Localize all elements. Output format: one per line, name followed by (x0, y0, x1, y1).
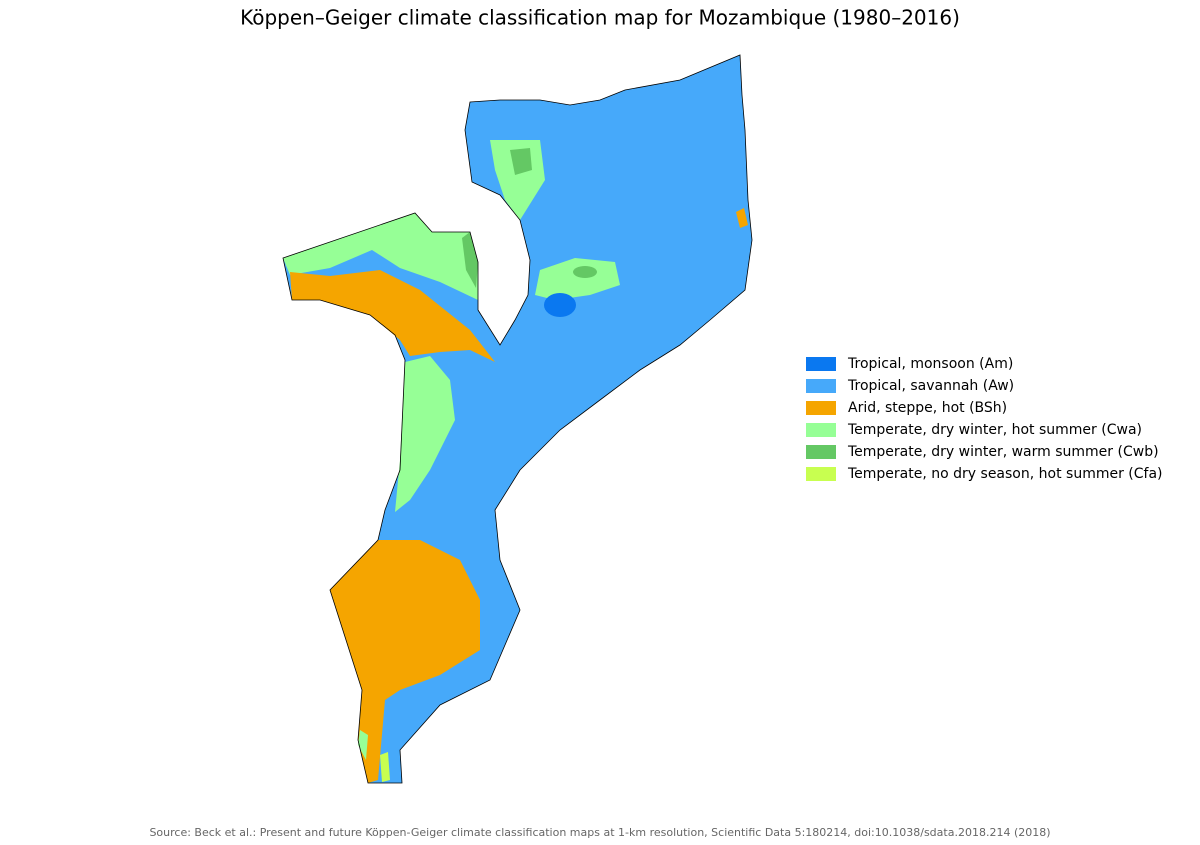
region-cwa (283, 213, 478, 300)
legend-swatch (806, 423, 836, 437)
legend-swatch (806, 401, 836, 415)
border (282, 54, 753, 784)
region-bsh (290, 270, 495, 362)
legend-label: Tropical, savannah (Aw) (847, 378, 1014, 394)
legend-label: Temperate, no dry season, hot summer (Cf… (847, 466, 1163, 482)
region-cwa (535, 258, 620, 300)
region-cwa (395, 356, 455, 512)
legend-label: Temperate, dry winter, warm summer (Cwb) (847, 444, 1159, 460)
legend-swatch (806, 467, 836, 481)
region-cfa (380, 752, 390, 782)
legend-label: Arid, steppe, hot (BSh) (848, 400, 1007, 416)
source: Source: Beck et al.: Present and future … (149, 826, 1050, 839)
region-bsh (330, 540, 480, 783)
region-am (544, 293, 576, 317)
region-cwa (490, 140, 545, 220)
map (282, 54, 753, 784)
legend-label: Tropical, monsoon (Am) (847, 356, 1013, 372)
region-cwb (462, 232, 478, 288)
legend-swatch (806, 357, 836, 371)
region-cwb (573, 266, 597, 278)
legend-swatch (806, 445, 836, 459)
legend: Tropical, monsoon (Am) Tropical, savannah… (806, 356, 1163, 482)
legend-label: Temperate, dry winter, hot summer (Cwa) (847, 422, 1142, 438)
region-cwb (510, 148, 532, 175)
region-bsh (736, 208, 748, 228)
region-cwa (358, 730, 368, 760)
title: Köppen–Geiger climate classification map… (240, 6, 960, 30)
legend-swatch (806, 379, 836, 393)
